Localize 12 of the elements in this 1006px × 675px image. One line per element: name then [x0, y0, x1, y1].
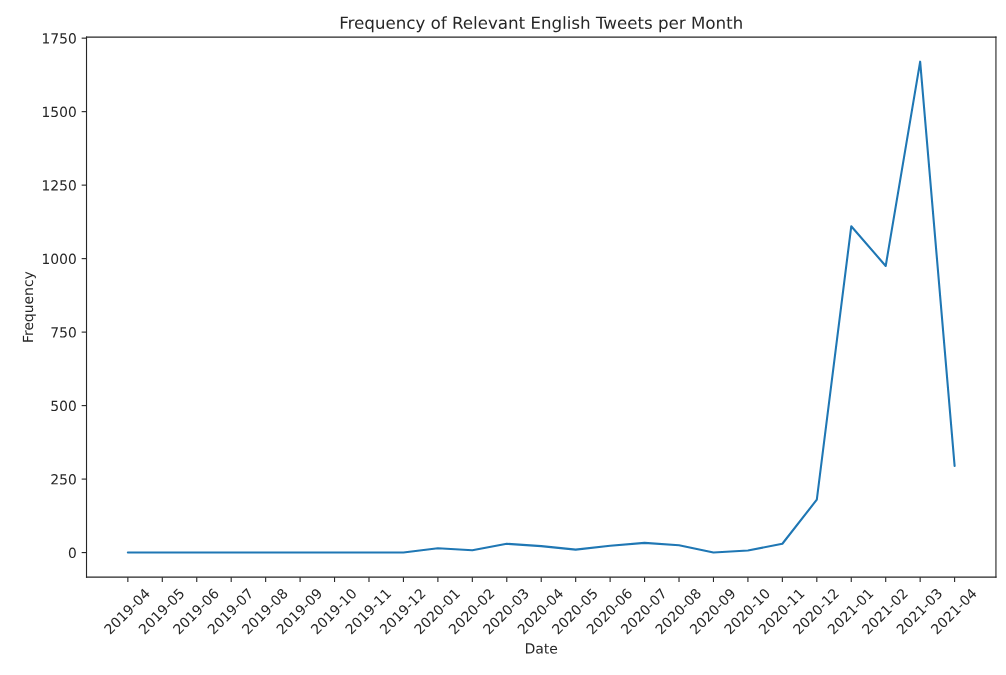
- y-axis-title: Frequency: [22, 271, 36, 342]
- y-tick-label: 1000: [42, 253, 76, 265]
- y-tick-label: 1500: [42, 106, 76, 118]
- x-axis-title: Date: [525, 643, 558, 654]
- y-tick-label: 1250: [42, 180, 76, 191]
- chart-title: Frequency of Relevant English Tweets per Month: [340, 16, 742, 33]
- y-tick-label: 250: [51, 474, 76, 485]
- y-tick-label: 1750: [42, 33, 76, 44]
- line-series: [126, 60, 956, 554]
- y-tick-label: 500: [51, 400, 76, 412]
- y-tick-label: 0: [68, 547, 76, 559]
- y-tick-label: 750: [51, 327, 76, 338]
